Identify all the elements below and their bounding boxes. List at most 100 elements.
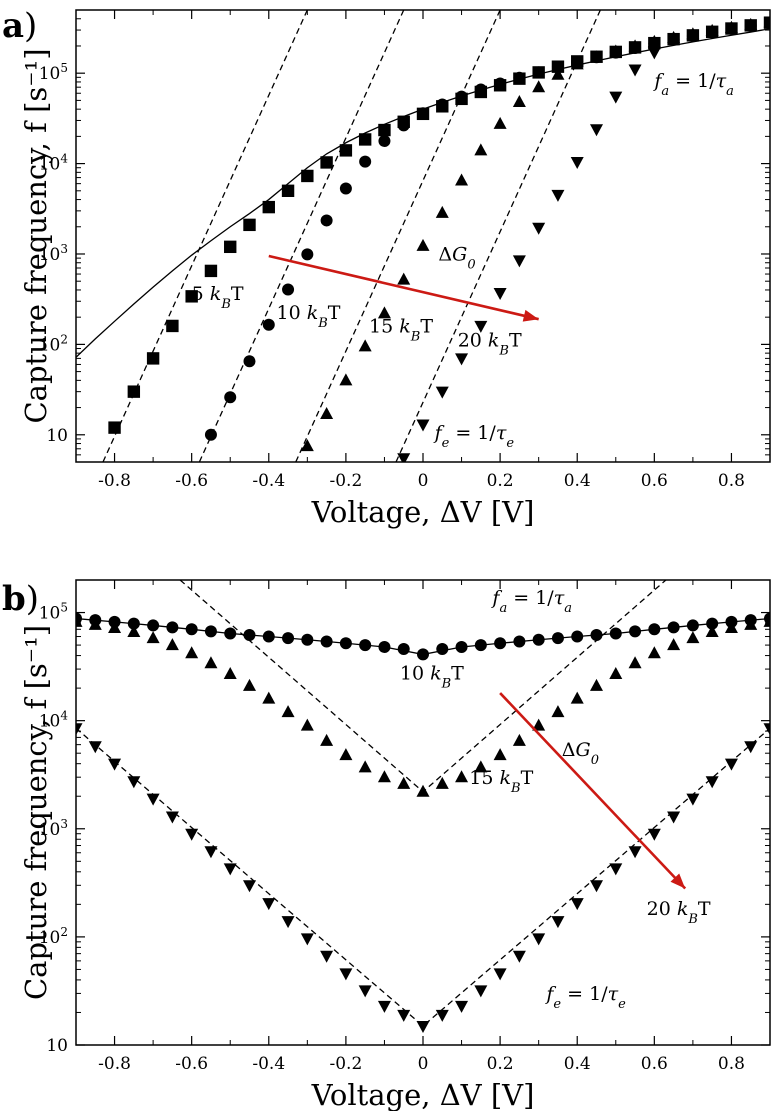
data-point-series-2 — [609, 667, 623, 680]
data-point-series-2 — [108, 620, 122, 633]
data-point-series-2 — [300, 718, 314, 731]
data-point-series-3 — [590, 880, 603, 893]
data-point-series-4 — [647, 47, 661, 60]
limit-curve — [76, 28, 770, 358]
x-tick-label: 0.6 — [641, 471, 668, 491]
x-tick-label: 0.2 — [487, 471, 514, 491]
data-point-series-1 — [224, 627, 237, 640]
data-point-series-2 — [705, 625, 719, 638]
data-point-series-3 — [474, 985, 488, 998]
x-tick-label: 0.8 — [718, 1054, 745, 1074]
data-point-series-3 — [435, 205, 449, 218]
emission-line-2 — [76, 727, 770, 1027]
series-label-3: 20 kBT — [647, 898, 711, 927]
data-point-series-2 — [339, 748, 353, 761]
data-point-series-2 — [301, 248, 314, 261]
data-point-series-2 — [493, 748, 507, 761]
data-point-series-3 — [358, 985, 372, 998]
annotation-fa: fa = 1/τa — [490, 587, 572, 616]
x-tick-label: 0.2 — [487, 1054, 514, 1074]
data-point-series-2 — [262, 318, 275, 331]
data-point-series-1 — [262, 630, 275, 643]
y-tick-label: 104 — [39, 152, 69, 175]
data-point-series-3 — [108, 758, 122, 771]
data-point-series-2 — [628, 656, 642, 669]
data-point-series-3 — [551, 67, 565, 80]
data-point-series-2 — [320, 733, 334, 746]
data-point-series-1 — [571, 630, 584, 643]
x-tick-label: -0.6 — [175, 471, 208, 491]
data-point-series-2 — [590, 678, 603, 691]
data-point-series-2 — [416, 784, 430, 797]
x-axis-label: Voltage, ΔV [V] — [311, 1078, 535, 1111]
data-point-series-1 — [551, 632, 564, 645]
y-tick-label: 104 — [39, 709, 69, 732]
data-point-series-3 — [705, 23, 719, 36]
series-label-3: 15 kBT — [369, 316, 433, 345]
axes-frame — [75, 9, 771, 463]
data-point-series-2 — [417, 107, 429, 120]
data-point-series-2 — [455, 770, 469, 783]
data-point-series-3 — [397, 272, 411, 285]
data-point-series-3 — [146, 793, 160, 806]
data-point-series-4 — [474, 320, 488, 333]
data-point-series-4 — [493, 288, 507, 301]
data-point-series-3 — [590, 50, 603, 63]
data-point-series-2 — [513, 71, 526, 84]
data-point-series-1 — [667, 621, 680, 634]
data-point-series-4 — [435, 386, 449, 399]
data-point-series-4 — [628, 64, 642, 77]
data-point-series-1 — [185, 623, 198, 636]
data-point-series-1 — [339, 144, 353, 157]
data-point-series-2 — [512, 733, 526, 746]
emission-line-2 — [198, 10, 405, 462]
data-point-series-2 — [204, 428, 217, 441]
data-point-series-3 — [609, 863, 623, 876]
data-point-series-3 — [76, 723, 83, 736]
y-tick-label: 10 — [46, 1036, 68, 1056]
data-point-series-2 — [127, 625, 141, 638]
annotation-dg: ΔG0 — [438, 243, 475, 272]
data-point-series-3 — [724, 758, 738, 771]
data-point-series-3 — [667, 811, 681, 824]
data-point-series-1 — [378, 123, 391, 137]
y-axis-label: Capture frequency, f [s⁻¹] — [19, 625, 53, 1000]
data-point-series-2 — [359, 155, 372, 168]
data-point-series-4 — [570, 157, 584, 170]
data-point-series-1 — [436, 643, 449, 656]
data-point-series-1 — [146, 352, 160, 365]
data-point-series-1 — [320, 156, 333, 169]
dg-arrow-shaft — [499, 692, 687, 890]
y-axis-label: Capture frequency, f [s⁻¹] — [19, 48, 53, 423]
data-point-series-3 — [165, 811, 179, 824]
data-point-series-3 — [493, 968, 507, 981]
data-point-series-1 — [609, 627, 622, 640]
data-point-series-2 — [397, 776, 411, 789]
data-point-series-2 — [551, 705, 565, 718]
data-point-series-3 — [744, 741, 758, 754]
data-point-series-1 — [358, 133, 372, 146]
data-point-series-1 — [204, 625, 217, 638]
data-point-series-3 — [667, 30, 681, 43]
emission-line-4 — [395, 10, 601, 462]
data-point-series-3 — [204, 846, 218, 859]
data-point-series-3 — [647, 828, 661, 841]
x-axis-label: Voltage, ΔV [V] — [311, 495, 535, 529]
data-point-series-2 — [146, 631, 160, 644]
data-point-series-3 — [763, 723, 770, 736]
data-point-series-3 — [262, 898, 276, 911]
data-point-series-2 — [667, 638, 681, 651]
data-point-series-3 — [609, 44, 623, 57]
data-point-series-3 — [686, 27, 700, 40]
data-point-series-3 — [88, 741, 102, 754]
x-tick-label: 0 — [418, 1054, 429, 1074]
data-point-series-4 — [590, 124, 603, 137]
x-tick-label: -0.8 — [98, 471, 131, 491]
data-point-series-1 — [513, 635, 526, 648]
dg-arrow-shaft — [268, 254, 539, 321]
series-label-1: 5 kBT — [192, 283, 244, 312]
y-tick-label: 102 — [39, 332, 68, 355]
data-point-series-3 — [474, 143, 488, 156]
data-point-series-3 — [358, 339, 372, 352]
